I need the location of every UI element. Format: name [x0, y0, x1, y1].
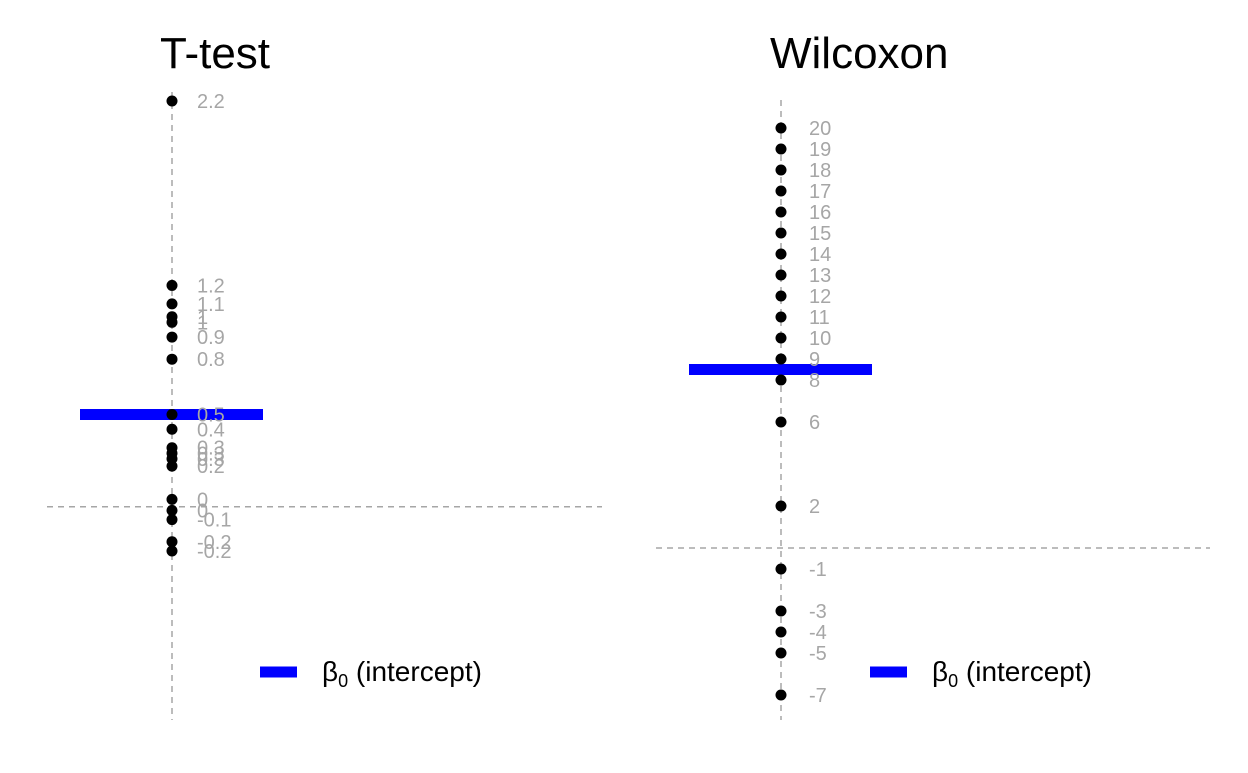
- data-point: [775, 248, 787, 260]
- data-point: [166, 460, 178, 472]
- data-label: 13: [809, 265, 831, 287]
- data-label: 19: [809, 139, 831, 161]
- data-label: 6: [809, 412, 820, 434]
- legend-label: β0 (intercept): [932, 656, 1092, 691]
- data-point: [166, 316, 178, 328]
- data-label: 0.2: [197, 456, 225, 478]
- data-point: [775, 563, 787, 575]
- data-point: [775, 374, 787, 386]
- data-label: -0.1: [197, 510, 231, 532]
- data-point: [775, 416, 787, 428]
- data-label: -0.2: [197, 541, 231, 563]
- legend-text: (intercept): [958, 656, 1092, 687]
- data-label: 0: [197, 489, 208, 511]
- data-point: [775, 311, 787, 323]
- data-label: 1.2: [197, 275, 225, 297]
- panel-t-test: T-test2.21.21.1110.90.80.50.40.30.30.30.…: [47, 29, 602, 720]
- data-label: 2.2: [197, 91, 225, 113]
- data-label: 1: [197, 307, 208, 329]
- data-label: -7: [809, 685, 827, 707]
- data-label: 0.9: [197, 327, 225, 349]
- data-label: 0.8: [197, 349, 225, 371]
- data-point: [775, 500, 787, 512]
- data-label: 12: [809, 286, 831, 308]
- data-point: [775, 332, 787, 344]
- data-point: [166, 493, 178, 505]
- data-point: [166, 95, 178, 107]
- data-point: [775, 164, 787, 176]
- data-point: [775, 605, 787, 617]
- data-point: [166, 298, 178, 310]
- data-point: [166, 545, 178, 557]
- legend-subscript: 0: [948, 671, 958, 691]
- data-point: [775, 689, 787, 701]
- data-label: 9: [809, 349, 820, 371]
- chart-title: T-test: [160, 29, 270, 78]
- data-label: 17: [809, 181, 831, 203]
- data-label: -4: [809, 622, 827, 644]
- data-label: 15: [809, 223, 831, 245]
- data-label: 16: [809, 202, 831, 224]
- data-label: 0.5: [197, 405, 225, 427]
- data-point: [775, 206, 787, 218]
- data-label: 0.3: [197, 449, 225, 471]
- data-point: [775, 626, 787, 638]
- data-point: [775, 185, 787, 197]
- data-label: 11: [809, 307, 830, 329]
- data-point: [775, 143, 787, 155]
- data-point: [166, 331, 178, 343]
- data-point: [166, 279, 178, 291]
- data-point: [775, 269, 787, 281]
- data-point: [166, 536, 178, 548]
- data-label: 14: [809, 244, 831, 266]
- data-label: 0.3: [197, 443, 225, 465]
- data-point: [166, 514, 178, 526]
- data-point: [775, 647, 787, 659]
- legend-subscript: 0: [338, 671, 348, 691]
- data-label: -5: [809, 643, 827, 665]
- data-point: [166, 353, 178, 365]
- data-label: 0.3: [197, 438, 225, 460]
- chart-title: Wilcoxon: [770, 29, 949, 78]
- data-point: [775, 227, 787, 239]
- data-label: 1: [197, 312, 208, 334]
- data-label: 0: [197, 500, 208, 522]
- data-label: 2: [809, 496, 820, 518]
- data-point: [775, 290, 787, 302]
- data-label: -1: [809, 559, 827, 581]
- data-point: [166, 409, 178, 421]
- data-point: [166, 504, 178, 516]
- data-label: 0.4: [197, 419, 225, 441]
- data-label: 20: [809, 118, 831, 140]
- data-point: [775, 122, 787, 134]
- data-point: [775, 353, 787, 365]
- data-label: 8: [809, 370, 820, 392]
- legend-symbol: β: [322, 656, 338, 687]
- data-label: -3: [809, 601, 827, 623]
- legend-text: (intercept): [348, 656, 482, 687]
- data-label: 10: [809, 328, 831, 350]
- data-label: -0.2: [197, 532, 231, 554]
- legend-label: β0 (intercept): [322, 656, 482, 691]
- data-point: [166, 423, 178, 435]
- legend-symbol: β: [932, 656, 948, 687]
- data-label: 1.1: [197, 294, 225, 316]
- data-label: 18: [809, 160, 831, 182]
